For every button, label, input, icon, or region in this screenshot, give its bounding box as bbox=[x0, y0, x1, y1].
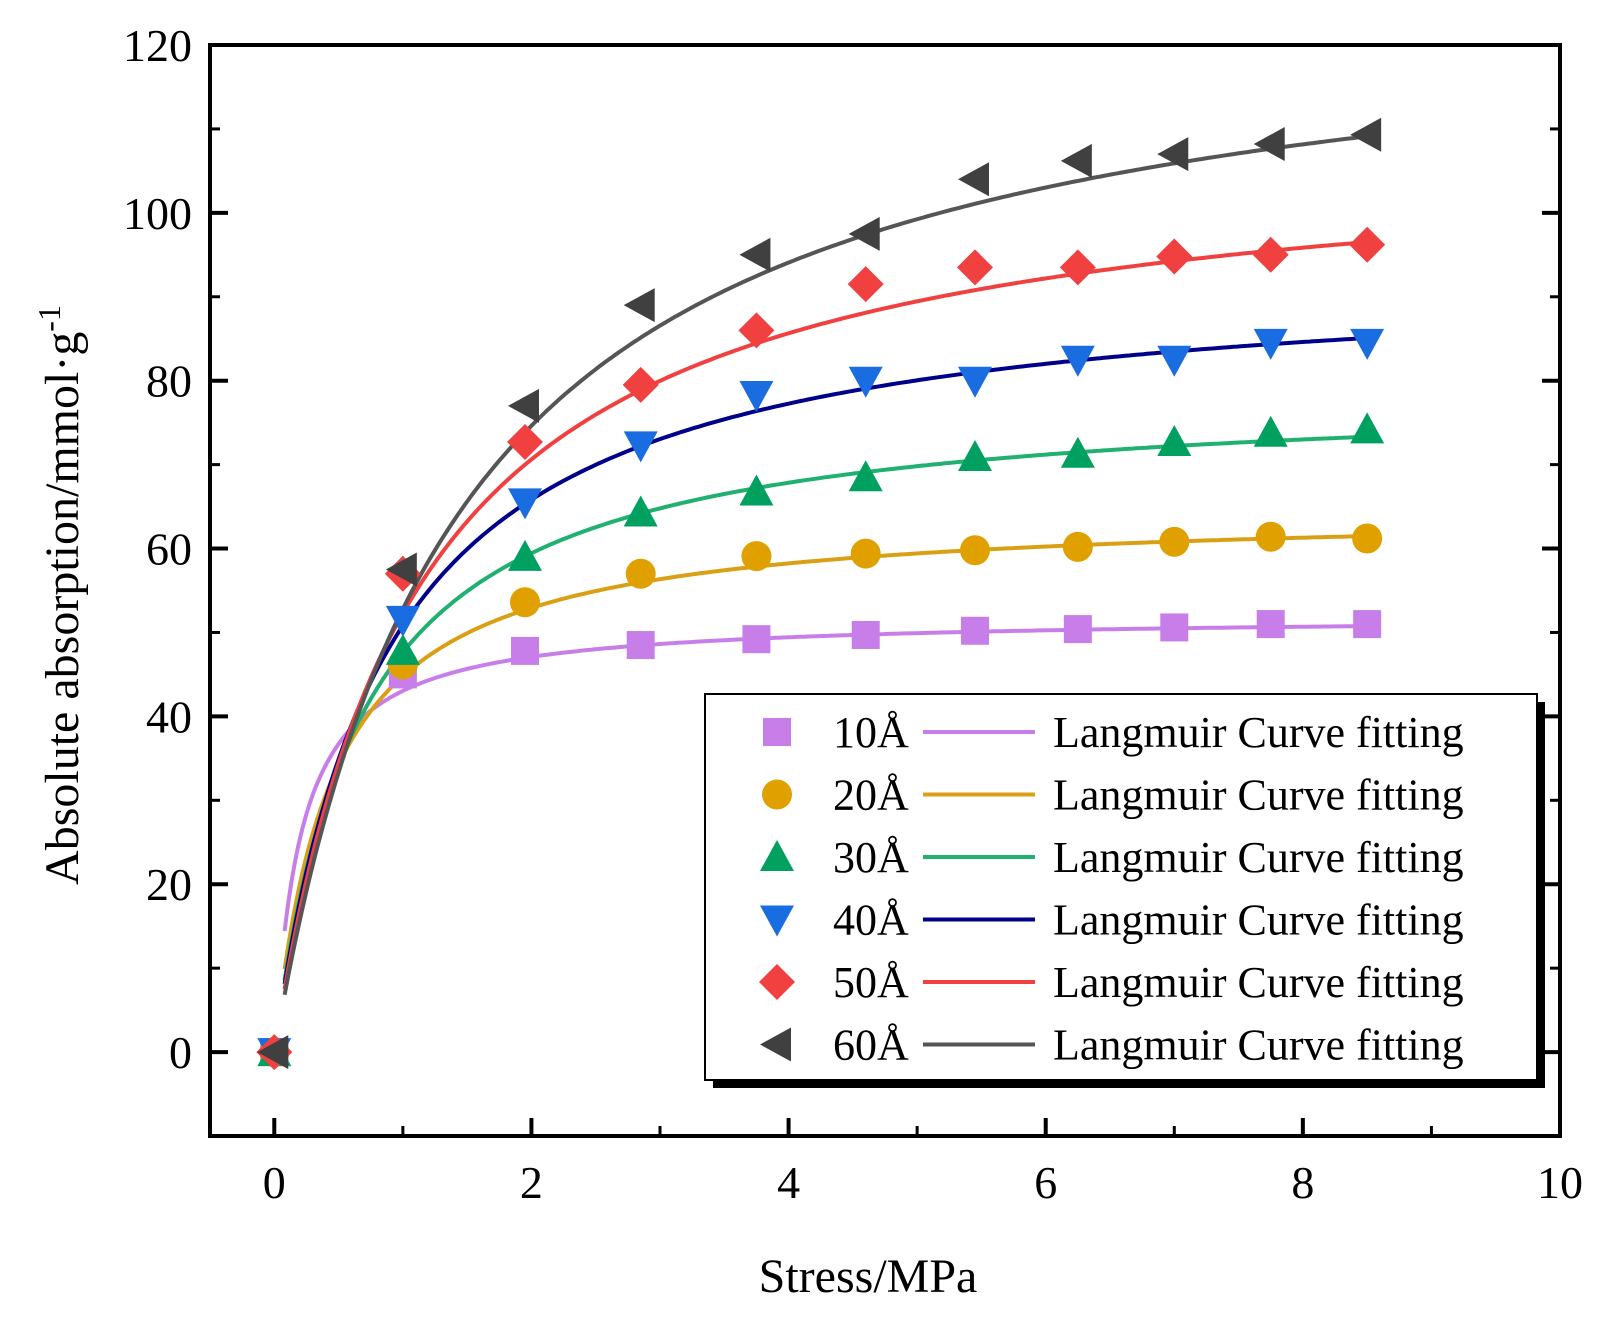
data-point-series3-5 bbox=[848, 366, 883, 398]
data-point-series0-10 bbox=[1353, 610, 1382, 639]
data-point-series1-3 bbox=[625, 558, 656, 589]
data-point-series0-7 bbox=[1063, 615, 1092, 644]
data-point-series0-8 bbox=[1160, 613, 1189, 642]
data-point-series1-2 bbox=[510, 587, 540, 618]
data-point-series5-0 bbox=[257, 1035, 289, 1070]
legend-marker-3 bbox=[760, 905, 794, 937]
data-point-series1-5 bbox=[850, 538, 881, 569]
legend-fit-label-1: Langmuir Curve fitting bbox=[1053, 771, 1464, 820]
data-point-series4-10 bbox=[1349, 226, 1386, 263]
data-point-series3-8 bbox=[1157, 345, 1192, 377]
data-point-series3-4 bbox=[739, 380, 774, 412]
data-point-series5-2 bbox=[508, 388, 539, 423]
legend-fit-label-5: Langmuir Curve fitting bbox=[1053, 1021, 1464, 1070]
legend-marker-5 bbox=[760, 1027, 791, 1062]
data-point-series3-1 bbox=[385, 605, 420, 637]
data-point-series1-7 bbox=[1062, 531, 1093, 562]
data-point-series4-2 bbox=[507, 423, 543, 460]
data-point-series0-6 bbox=[961, 616, 989, 645]
fit-curve-2 bbox=[282, 434, 1368, 981]
data-point-series0-4 bbox=[742, 625, 771, 654]
data-point-series2-8 bbox=[1157, 424, 1192, 456]
data-point-series4-9 bbox=[1252, 236, 1289, 273]
data-point-series2-10 bbox=[1350, 412, 1385, 444]
legend-label-4: 50Å bbox=[833, 958, 909, 1007]
y-tick-label-1: 20 bbox=[146, 859, 192, 910]
data-point-series3-7 bbox=[1060, 345, 1095, 377]
y-tick-label-3: 60 bbox=[146, 524, 192, 575]
y-tick-label-4: 80 bbox=[146, 356, 192, 407]
data-point-series4-7 bbox=[1059, 249, 1096, 286]
legend-fit-label-2: Langmuir Curve fitting bbox=[1053, 833, 1464, 882]
data-point-series2-1 bbox=[385, 633, 420, 665]
legend-marker-4 bbox=[759, 964, 795, 1000]
data-point-series5-5 bbox=[848, 216, 880, 251]
y-tick-label-2: 40 bbox=[146, 691, 192, 742]
data-point-series5-10 bbox=[1350, 117, 1382, 152]
legend-label-3: 40Å bbox=[833, 896, 909, 945]
legend-fit-label-0: Langmuir Curve fitting bbox=[1053, 708, 1464, 757]
x-tick-label-5: 10 bbox=[1537, 1157, 1583, 1208]
data-point-series4-4 bbox=[738, 312, 775, 349]
legend-fit-label-3: Langmuir Curve fitting bbox=[1053, 896, 1464, 945]
y-tick-label-6: 120 bbox=[123, 20, 192, 71]
x-tick-label-0: 0 bbox=[263, 1157, 286, 1208]
data-point-series5-7 bbox=[1060, 143, 1092, 178]
data-point-series2-6 bbox=[958, 440, 992, 472]
data-point-series2-7 bbox=[1060, 436, 1095, 468]
data-point-series5-8 bbox=[1157, 137, 1189, 172]
data-point-series2-9 bbox=[1253, 415, 1288, 447]
x-tick-label-1: 2 bbox=[520, 1157, 543, 1208]
data-point-series4-3 bbox=[622, 366, 659, 403]
legend-label-1: 20Å bbox=[833, 771, 909, 820]
legend-label-2: 30Å bbox=[833, 833, 909, 882]
data-point-series5-4 bbox=[739, 237, 771, 272]
legend-marker-2 bbox=[760, 840, 794, 871]
y-axis-title: Absolute absorption/mmol·g-1 bbox=[31, 305, 89, 885]
data-point-series3-9 bbox=[1253, 328, 1288, 360]
x-axis-title: Stress/MPa bbox=[759, 1250, 978, 1303]
legend-marker-1 bbox=[762, 779, 792, 810]
data-point-series0-9 bbox=[1256, 610, 1285, 639]
y-tick-label-0: 0 bbox=[169, 1027, 192, 1078]
data-point-series4-6 bbox=[957, 249, 993, 286]
legend: 10Å Langmuir Curve fitting 20Å Langmuir Cur… bbox=[704, 693, 1545, 1088]
data-point-series3-10 bbox=[1350, 328, 1385, 360]
data-point-series1-6 bbox=[960, 535, 990, 566]
data-point-series4-8 bbox=[1156, 238, 1193, 275]
data-point-series5-9 bbox=[1253, 127, 1285, 162]
data-point-series5-6 bbox=[958, 162, 989, 197]
data-point-series2-5 bbox=[848, 460, 883, 492]
data-point-series2-3 bbox=[623, 495, 658, 527]
y-axis-title-base: Absolute absorption/mmol·g bbox=[36, 332, 89, 885]
legend-label-5: 60Å bbox=[833, 1021, 909, 1070]
data-point-series0-2 bbox=[511, 636, 539, 665]
y-tick-label-5: 100 bbox=[123, 188, 192, 239]
data-point-series0-5 bbox=[851, 620, 880, 649]
x-tick-label-4: 8 bbox=[1291, 1157, 1314, 1208]
y-axis-title-superscript: -1 bbox=[31, 305, 67, 332]
data-point-series1-9 bbox=[1255, 521, 1286, 552]
x-tick-label-2: 4 bbox=[777, 1157, 800, 1208]
x-tick-label-3: 6 bbox=[1034, 1157, 1057, 1208]
data-point-series2-2 bbox=[508, 539, 542, 571]
data-markers bbox=[256, 117, 1386, 1071]
data-point-series1-4 bbox=[741, 541, 772, 572]
data-point-series1-8 bbox=[1159, 526, 1190, 557]
legend-box bbox=[704, 693, 1538, 1081]
data-point-series1-10 bbox=[1352, 523, 1383, 554]
data-point-series5-1 bbox=[385, 552, 417, 587]
data-point-series4-5 bbox=[847, 266, 884, 303]
plot-frame bbox=[208, 43, 1562, 1138]
data-point-series3-6 bbox=[958, 366, 992, 398]
data-point-series3-3 bbox=[623, 431, 658, 463]
legend-label-0: 10Å bbox=[833, 708, 909, 757]
data-point-series2-4 bbox=[739, 474, 774, 506]
legend-fit-label-4: Langmuir Curve fitting bbox=[1053, 958, 1464, 1007]
data-point-series0-3 bbox=[626, 631, 655, 660]
data-point-series3-2 bbox=[508, 488, 542, 520]
legend-marker-0 bbox=[763, 718, 791, 746]
data-point-series5-3 bbox=[623, 288, 655, 323]
